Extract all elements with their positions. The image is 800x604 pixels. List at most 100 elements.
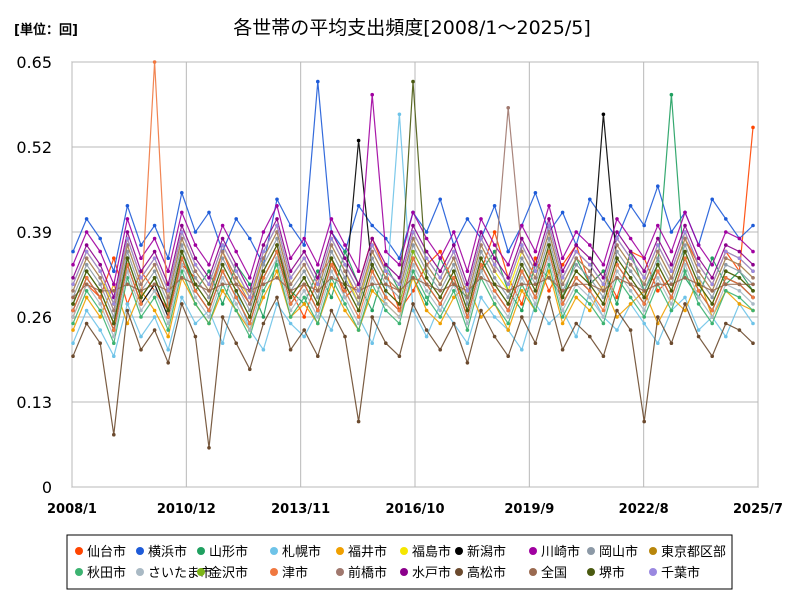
data-point <box>370 262 375 267</box>
data-point <box>547 276 551 280</box>
data-point <box>234 269 238 274</box>
data-point <box>615 236 619 241</box>
data-point <box>207 446 211 450</box>
data-point <box>710 315 714 319</box>
data-point <box>193 282 198 287</box>
data-point <box>316 289 320 293</box>
data-point <box>452 289 456 293</box>
data-point <box>438 295 443 300</box>
data-point <box>628 249 633 254</box>
data-point <box>520 262 524 267</box>
data-point <box>696 269 701 274</box>
data-point <box>275 217 279 221</box>
data-point <box>84 282 89 287</box>
data-point <box>166 328 170 332</box>
data-point <box>397 321 402 326</box>
data-point <box>710 276 714 280</box>
data-point <box>112 321 116 326</box>
data-point <box>84 276 89 280</box>
data-point <box>465 295 470 300</box>
data-point <box>193 269 198 274</box>
data-point <box>683 269 687 274</box>
data-point <box>574 321 578 326</box>
data-point <box>234 276 238 280</box>
data-point <box>166 321 170 326</box>
data-point <box>356 321 361 326</box>
data-point <box>601 217 606 221</box>
data-point <box>737 256 742 261</box>
data-point <box>139 282 143 287</box>
data-point <box>438 289 443 293</box>
data-point <box>397 112 402 117</box>
data-point <box>152 269 157 274</box>
data-point <box>588 197 592 202</box>
data-point <box>465 217 470 221</box>
data-point <box>683 295 687 300</box>
data-point <box>737 302 742 306</box>
legend-label: 秋田市 <box>87 565 126 581</box>
data-point <box>452 276 456 280</box>
data-point <box>288 302 293 306</box>
data-point <box>356 295 361 300</box>
data-point <box>656 236 660 241</box>
data-point <box>438 249 443 254</box>
data-point <box>615 276 619 280</box>
data-point <box>492 276 497 280</box>
legend-marker <box>649 568 657 576</box>
data-point <box>275 243 279 247</box>
data-point <box>669 262 674 267</box>
data-point <box>356 204 361 208</box>
data-point <box>656 289 660 293</box>
data-point <box>166 308 170 313</box>
data-point <box>710 289 714 293</box>
data-point <box>288 282 293 287</box>
data-point <box>465 289 470 293</box>
data-point <box>139 308 143 313</box>
data-point <box>547 289 551 293</box>
data-point <box>98 308 102 313</box>
data-point <box>193 321 198 326</box>
data-point <box>180 249 184 254</box>
data-point <box>343 243 347 247</box>
data-point <box>248 328 252 332</box>
data-point <box>193 262 198 267</box>
data-point <box>397 315 402 319</box>
data-point <box>261 256 266 261</box>
data-point <box>520 276 524 280</box>
legend-label: 堺市 <box>599 565 625 581</box>
data-point <box>220 256 225 261</box>
data-point <box>152 262 157 267</box>
data-point <box>180 295 184 300</box>
data-point <box>438 282 443 287</box>
data-point <box>424 230 429 234</box>
data-point <box>112 269 116 274</box>
data-point <box>384 249 388 254</box>
data-point <box>737 282 742 287</box>
data-point <box>193 302 198 306</box>
data-point <box>642 276 646 280</box>
data-point <box>112 354 116 359</box>
data-point <box>125 217 130 221</box>
data-point <box>220 276 225 280</box>
data-point <box>615 230 619 234</box>
data-point <box>288 321 293 326</box>
data-point <box>384 282 388 287</box>
data-point <box>139 269 143 274</box>
data-point <box>506 276 511 280</box>
data-point <box>411 230 415 234</box>
legend-label: 福井市 <box>348 544 387 560</box>
legend-label: 津市 <box>282 565 308 581</box>
legend-marker <box>400 547 408 555</box>
legend-marker <box>455 568 463 576</box>
data-point <box>438 276 443 280</box>
data-point <box>71 328 75 332</box>
data-point <box>180 210 184 215</box>
data-point <box>574 256 578 261</box>
data-point <box>261 230 266 234</box>
data-point <box>751 295 755 300</box>
data-point <box>84 321 89 326</box>
data-point <box>98 282 102 287</box>
legend-marker <box>400 568 408 576</box>
data-point <box>452 249 456 254</box>
data-point <box>125 282 130 287</box>
